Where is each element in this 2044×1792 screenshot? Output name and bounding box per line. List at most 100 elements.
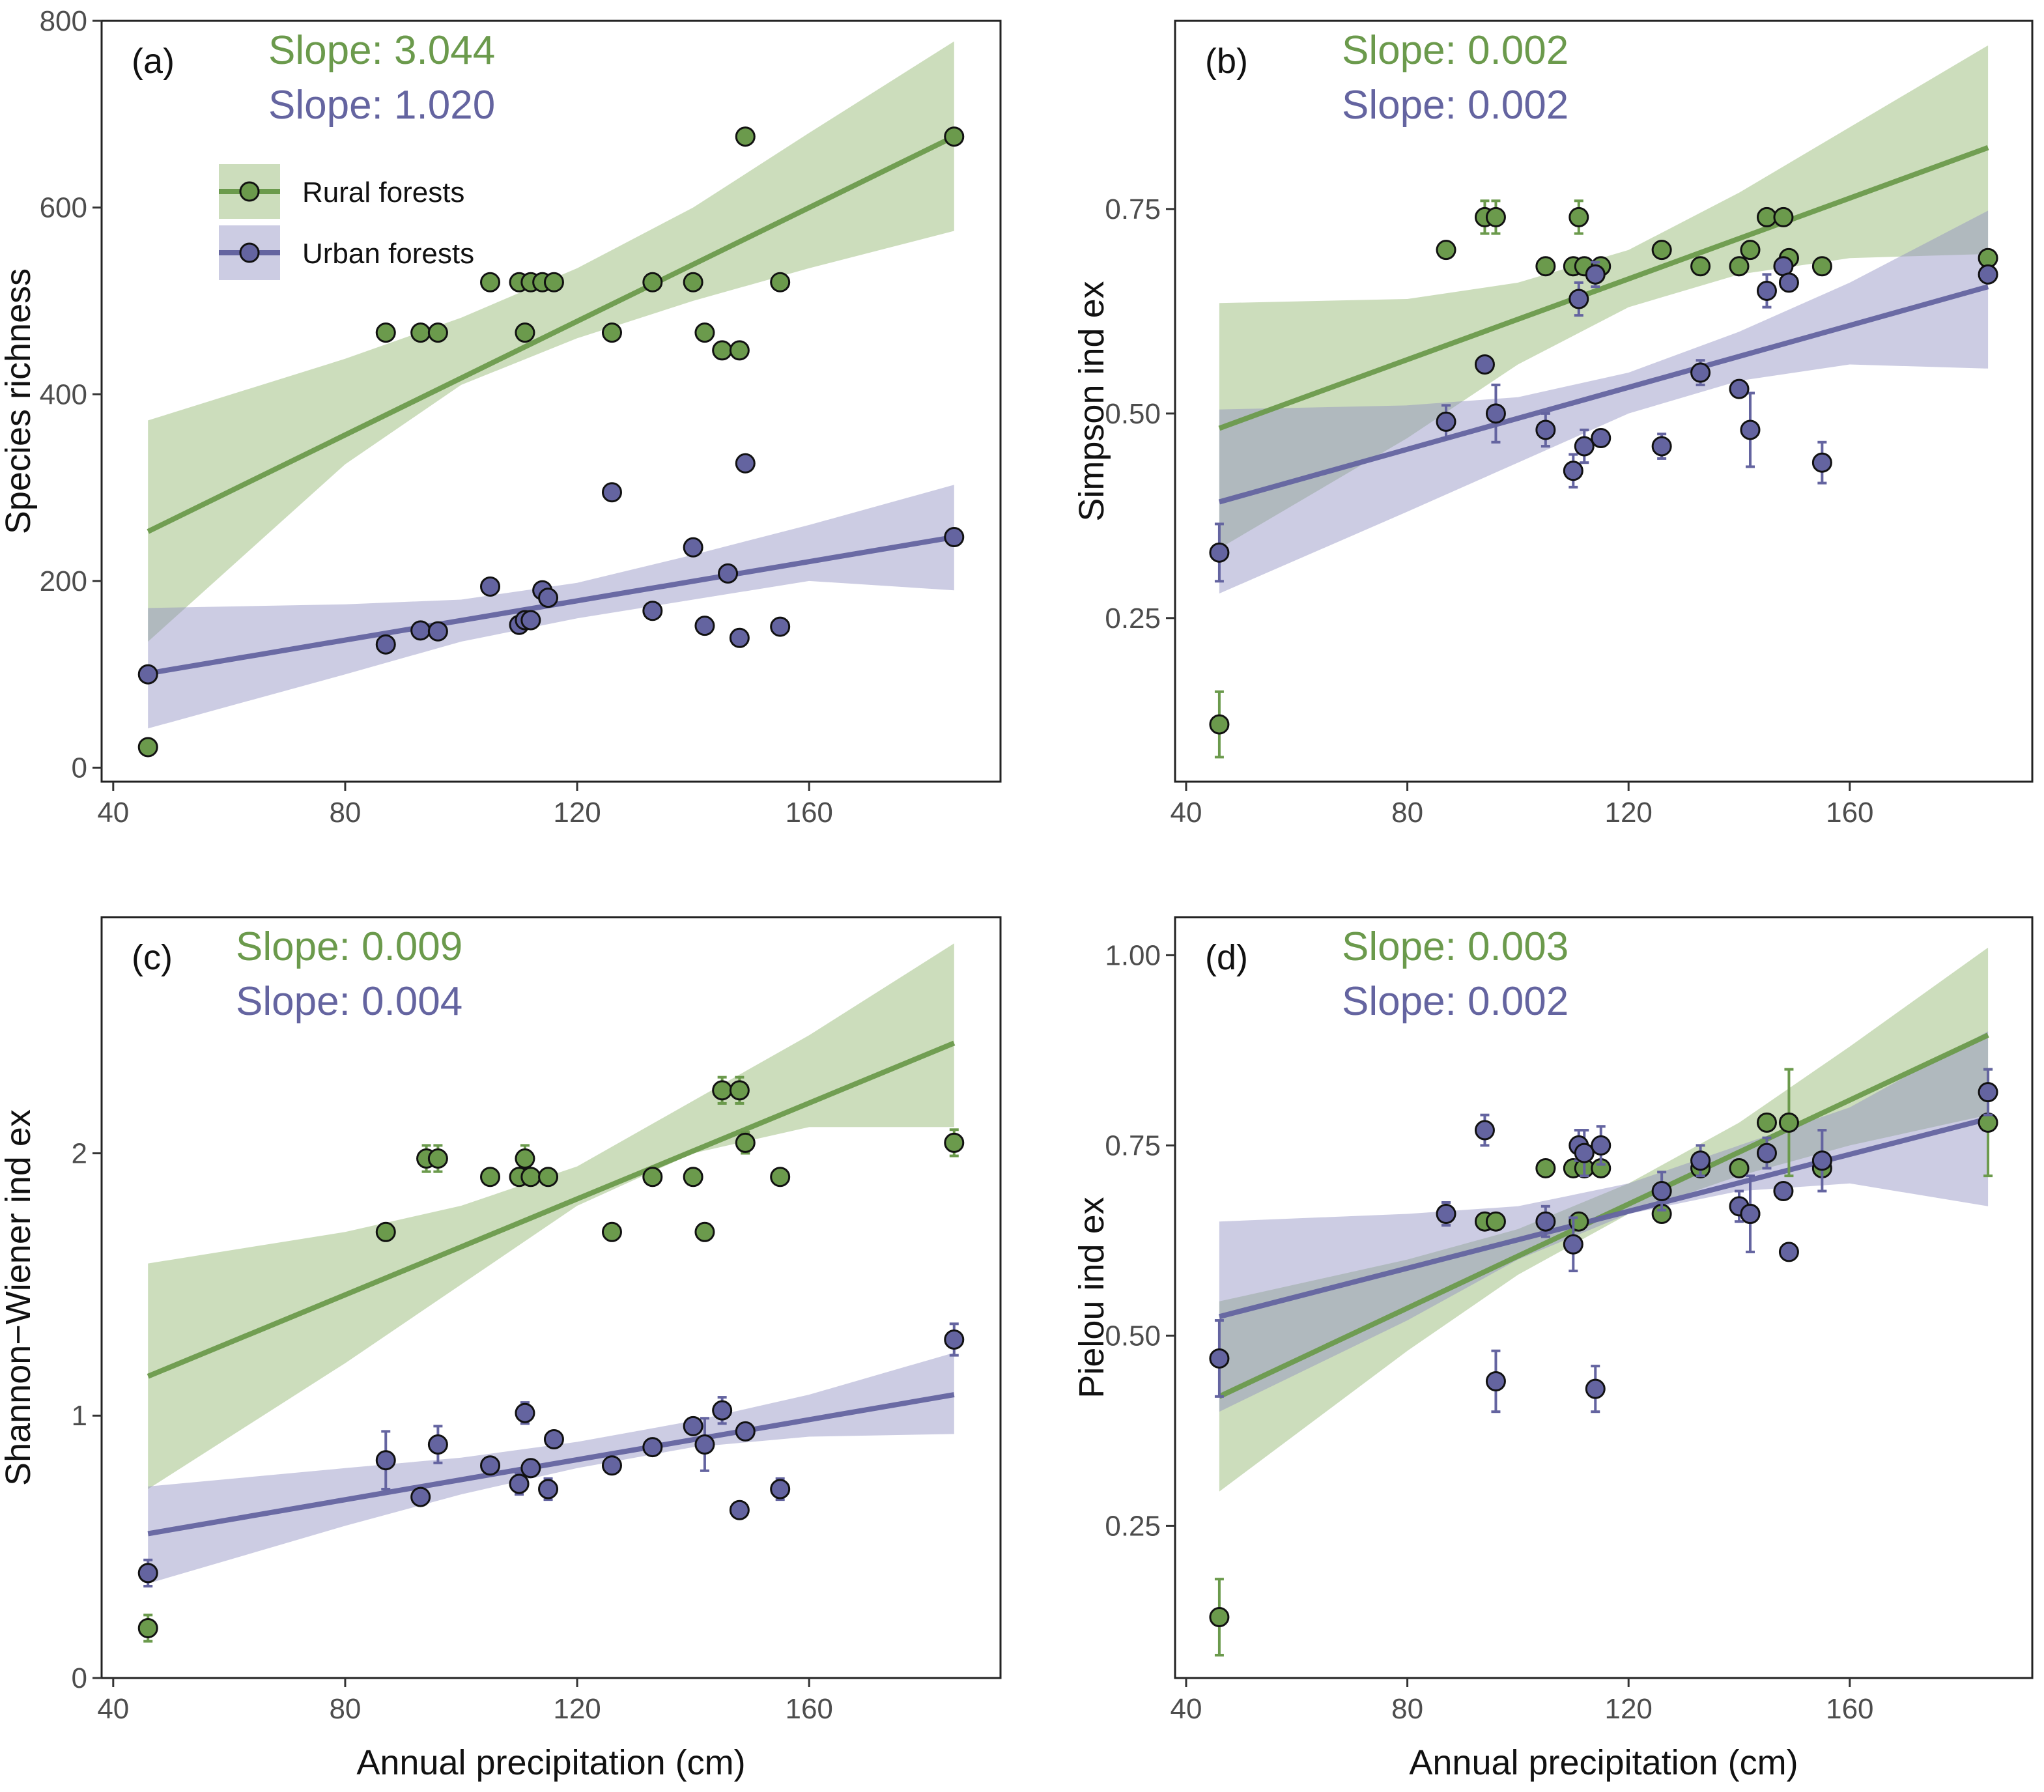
data-point-rural <box>543 272 564 292</box>
confidence-band-rural <box>148 943 954 1489</box>
data-point-urban <box>137 664 158 685</box>
x-tick-label: 40 <box>97 797 129 829</box>
slope-label-rural: Slope: 3.044 <box>268 28 495 73</box>
slope-label-rural: Slope: 0.002 <box>1342 28 1568 73</box>
data-point-rural <box>1485 206 1506 227</box>
slope-label-urban: Slope: 1.020 <box>268 83 495 128</box>
data-point-urban <box>1574 1143 1595 1163</box>
data-point-rural <box>683 272 703 292</box>
data-point-rural <box>427 322 448 343</box>
x-tick-label: 40 <box>1171 1693 1202 1725</box>
x-tick-label: 120 <box>1604 797 1652 829</box>
data-point-rural <box>1729 256 1750 277</box>
fit-line-rural <box>1218 145 1989 431</box>
data-point-urban <box>1568 289 1589 309</box>
confidence-band-urban <box>148 1352 954 1584</box>
x-tick-label: 120 <box>553 1693 601 1725</box>
legend-key-point-urban <box>239 242 260 263</box>
y-axis-label: Species richness <box>0 268 38 534</box>
panel-label: (b) <box>1205 42 1248 81</box>
data-point-rural <box>694 1221 715 1242</box>
slope-label-urban: Slope: 0.004 <box>236 979 462 1024</box>
x-axis-label: Annual precipitation (cm) <box>356 1743 745 1782</box>
data-point-rural <box>601 1221 622 1242</box>
data-point-urban <box>1591 1135 1611 1156</box>
x-tick-label: 160 <box>1826 797 1873 829</box>
data-point-rural <box>1209 1607 1230 1628</box>
data-point-urban <box>1740 420 1761 440</box>
y-tick-label: 600 <box>40 192 87 224</box>
data-point-rural <box>1729 1158 1750 1178</box>
data-point-urban <box>480 576 501 597</box>
data-point-urban <box>1651 436 1672 457</box>
data-point-urban <box>770 1479 791 1500</box>
plot-frame <box>1174 20 2034 783</box>
data-point-rural <box>1209 714 1230 735</box>
data-point-rural <box>735 1132 756 1153</box>
data-point-urban <box>1651 1180 1672 1201</box>
confidence-band-rural <box>148 41 954 642</box>
panel-c: 40 80 120 160 0 1 2 Shannon−Wiener ind ex Annual… <box>0 916 1002 1782</box>
x-tick-label: 160 <box>785 1693 832 1725</box>
data-point-urban <box>1585 1378 1606 1399</box>
data-point-urban <box>520 1458 541 1479</box>
data-point-rural <box>375 1221 396 1242</box>
data-point-urban <box>1778 272 1799 293</box>
data-point-rural <box>1535 256 1556 277</box>
data-point-urban <box>1591 428 1611 449</box>
legend-key-point-rural <box>239 181 260 202</box>
data-point-urban <box>1729 378 1750 399</box>
fit-line-urban <box>1218 1116 1989 1320</box>
x-axis-label: Annual precipitation (cm) <box>1409 1743 1798 1782</box>
panel-d: 40 80 120 160 0.25 0.50 0.75 1.00 Pielou ind ex A… <box>1072 916 2034 1782</box>
data-point-urban <box>137 1563 158 1584</box>
y-tick-label: 0 <box>72 1662 87 1694</box>
confidence-band-urban <box>1219 210 1989 594</box>
y-tick-label: 1 <box>72 1400 87 1432</box>
data-point-urban <box>944 527 965 548</box>
panel-label: (d) <box>1205 938 1248 977</box>
data-point-urban <box>1978 264 1998 285</box>
legend-label-urban: Urban forests <box>302 238 474 270</box>
plot-frame <box>1174 916 2034 1679</box>
y-tick-label: 0.75 <box>1105 193 1161 225</box>
data-point-rural <box>601 322 622 343</box>
data-point-urban <box>718 563 739 584</box>
data-point-urban <box>1436 1204 1456 1225</box>
data-point-rural <box>515 1148 535 1169</box>
slope-label-urban: Slope: 0.002 <box>1342 979 1568 1024</box>
data-point-urban <box>1474 1120 1495 1141</box>
data-point-rural <box>1535 1158 1556 1178</box>
fit-line-urban <box>147 1392 955 1537</box>
panel-label: (a) <box>132 42 175 81</box>
data-point-rural <box>480 1167 501 1188</box>
data-point-rural <box>137 737 158 758</box>
data-point-rural <box>1485 1211 1506 1232</box>
x-tick-label: 80 <box>329 1693 361 1725</box>
data-point-urban <box>694 1434 715 1455</box>
data-point-rural <box>1568 206 1589 227</box>
data-point-urban <box>375 634 396 655</box>
data-point-urban <box>683 537 703 558</box>
y-axis-label: Shannon−Wiener ind ex <box>0 1109 38 1486</box>
data-point-rural <box>712 340 733 361</box>
data-point-urban <box>1535 1211 1556 1232</box>
data-point-urban <box>1485 403 1506 424</box>
data-point-rural <box>1651 240 1672 261</box>
data-point-urban <box>410 620 431 641</box>
x-tick-label: 80 <box>1391 797 1423 829</box>
slope-label-urban: Slope: 0.002 <box>1342 83 1568 128</box>
data-point-urban <box>427 1434 448 1455</box>
legend-label-rural: Rural forests <box>302 177 464 208</box>
y-tick-label: 800 <box>40 5 87 37</box>
data-point-urban <box>1436 411 1456 432</box>
data-point-urban <box>642 601 663 621</box>
slope-label-rural: Slope: 0.009 <box>236 924 462 969</box>
data-point-urban <box>1778 1242 1799 1262</box>
y-axis-label: Simpson ind ex <box>1072 281 1111 521</box>
x-tick-label: 160 <box>1826 1693 1873 1725</box>
y-tick-label: 0 <box>72 752 87 784</box>
data-point-rural <box>712 1080 733 1101</box>
data-point-urban <box>1485 1371 1506 1391</box>
